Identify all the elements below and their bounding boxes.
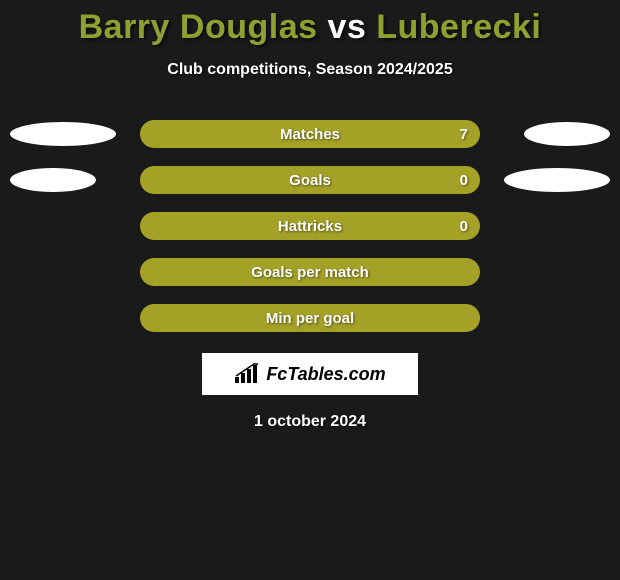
stat-bar: Min per goal xyxy=(140,304,480,332)
ellipse-left xyxy=(10,168,96,192)
stat-row: Matches7 xyxy=(0,111,620,157)
ellipse-right xyxy=(504,168,610,192)
stat-bar: Hattricks0 xyxy=(140,212,480,240)
stat-row: Min per goal xyxy=(0,295,620,341)
stat-label: Hattricks xyxy=(140,218,480,235)
stat-label: Goals per match xyxy=(140,264,480,281)
stat-bar: Matches7 xyxy=(140,120,480,148)
page-title: Barry Douglas vs Luberecki xyxy=(0,8,620,47)
stat-row: Goals per match xyxy=(0,249,620,295)
ellipse-right xyxy=(524,122,610,146)
stat-label: Goals xyxy=(140,172,480,189)
date-text: 1 october 2024 xyxy=(0,413,620,431)
bar-chart-icon xyxy=(234,363,260,385)
stat-bar: Goals0 xyxy=(140,166,480,194)
stat-bar: Goals per match xyxy=(140,258,480,286)
logo-text: FcTables.com xyxy=(266,364,385,385)
title-player1: Barry Douglas xyxy=(79,8,318,46)
stat-label: Matches xyxy=(140,126,480,143)
comparison-card: Barry Douglas vs Luberecki Club competit… xyxy=(0,0,620,580)
stat-label: Min per goal xyxy=(140,310,480,327)
title-vs: vs xyxy=(327,8,366,46)
subtitle: Club competitions, Season 2024/2025 xyxy=(0,61,620,79)
stat-value: 0 xyxy=(460,218,468,235)
logo: FcTables.com xyxy=(202,353,418,395)
stat-value: 7 xyxy=(460,126,468,143)
ellipse-left xyxy=(10,122,116,146)
title-player2: Luberecki xyxy=(376,8,541,46)
stat-row: Goals0 xyxy=(0,157,620,203)
stat-value: 0 xyxy=(460,172,468,189)
stat-rows: Matches7Goals0Hattricks0Goals per matchM… xyxy=(0,111,620,341)
stat-row: Hattricks0 xyxy=(0,203,620,249)
